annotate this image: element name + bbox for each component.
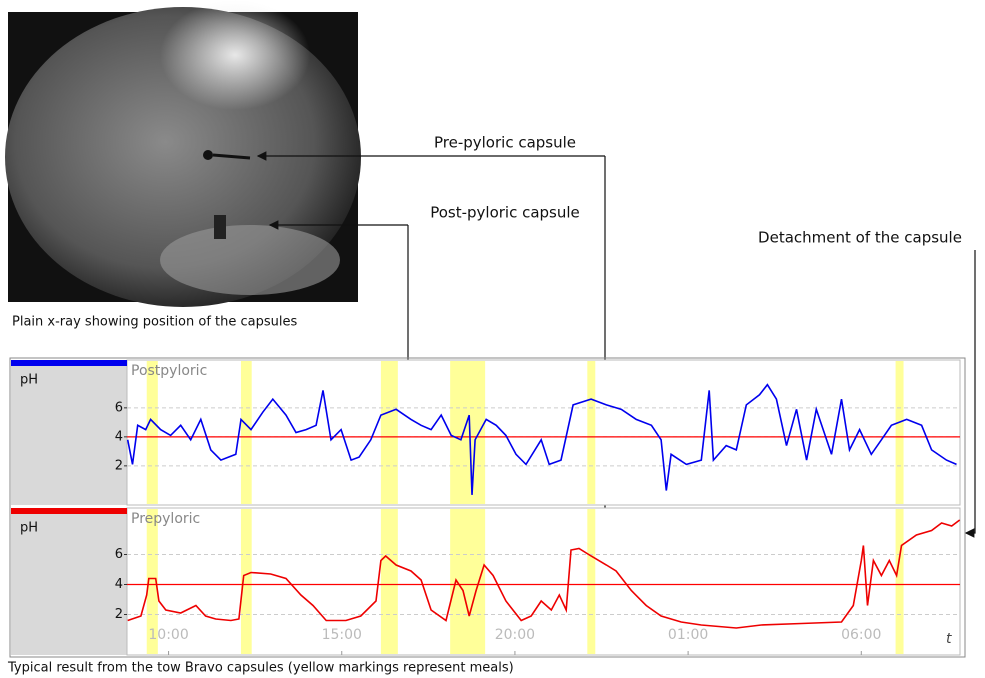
y-tick-label: 2 — [115, 458, 123, 473]
meal-band — [895, 361, 904, 504]
y-axis-label: pH — [20, 373, 38, 388]
series-line — [126, 383, 957, 495]
meal-band — [380, 361, 398, 504]
meal-band — [895, 509, 904, 654]
x-tick-label: 15:00 — [322, 627, 362, 643]
annotation: Post-pyloric capsule — [430, 204, 580, 222]
y-tick-label: 6 — [115, 400, 123, 415]
meal-band — [587, 509, 596, 654]
y-tick-label: 4 — [115, 577, 123, 592]
image-caption: Plain x-ray showing position of the caps… — [12, 315, 297, 330]
x-tick-label: 01:00 — [668, 627, 708, 643]
y-tick-label: 6 — [115, 547, 123, 562]
plot-area — [126, 359, 961, 506]
annotation: Pre-pyloric capsule — [434, 134, 576, 152]
y-axis-label: pH — [20, 521, 38, 536]
series-label: Postpyloric — [131, 363, 207, 379]
x-ray-image — [5, 0, 361, 307]
meal-band — [587, 361, 596, 504]
series-color-bar — [11, 508, 127, 514]
y-axis-panel — [11, 360, 127, 505]
y-axis-panel — [11, 508, 127, 655]
meal-band — [146, 361, 158, 504]
meal-band — [146, 509, 158, 654]
meal-band — [240, 361, 252, 504]
x-tick-label: 06:00 — [841, 627, 881, 643]
series-label: Prepyloric — [131, 511, 200, 527]
annotation: Detachment of the capsule — [758, 229, 962, 247]
chart-frame — [9, 357, 966, 658]
plot-area — [126, 507, 961, 656]
series-color-bar — [11, 360, 127, 366]
figure-caption: Typical result from the tow Bravo capsul… — [7, 661, 514, 676]
series-line — [127, 519, 961, 629]
meal-band — [380, 509, 398, 654]
x-axis-label: t — [946, 631, 952, 647]
x-tick-label: 20:00 — [495, 627, 535, 643]
x-tick-label: 10:00 — [148, 627, 188, 643]
y-tick-label: 4 — [115, 429, 123, 444]
y-tick-label: 2 — [115, 607, 123, 622]
meal-band — [240, 509, 252, 654]
